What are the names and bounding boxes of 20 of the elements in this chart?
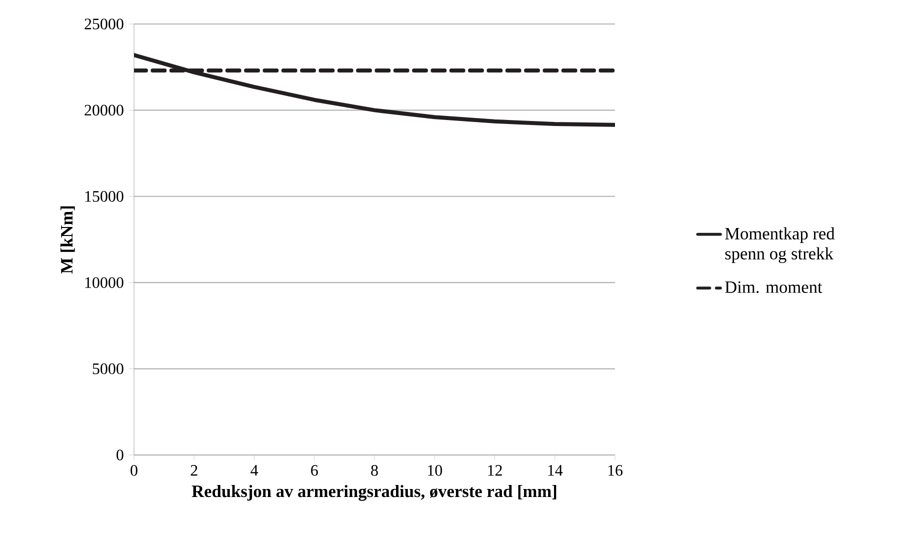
- x-tick-label: 4: [250, 465, 258, 476]
- y-tick-label: 25000: [84, 18, 124, 30]
- x-tick-label: 0: [130, 465, 138, 476]
- x-tick-label: 16: [608, 465, 623, 476]
- legend-label: Dim. moment: [725, 281, 822, 294]
- y-tick-label: 0: [116, 450, 124, 460]
- line-series: [134, 53, 615, 127]
- x-axis-title: Reduksjon av armeringsradius, øverste rad [mm]: [192, 484, 556, 501]
- y-tick-label: 5000: [92, 363, 124, 374]
- y-tick-label: 20000: [84, 104, 124, 116]
- y-tick-label: 15000: [85, 190, 124, 202]
- x-tick-label: 14: [548, 465, 563, 476]
- y-axis-title: M [kNm]: [60, 206, 75, 274]
- x-tick-label: 6: [311, 465, 318, 476]
- x-tick-label: 8: [371, 465, 378, 476]
- y-tick-label: 10000: [85, 277, 124, 288]
- x-tick-label: 12: [488, 465, 502, 476]
- x-tick-label: 2: [190, 465, 198, 476]
- x-tick-label: 10: [428, 465, 442, 476]
- legend-label: Momentkap red spenn og strekk: [725, 227, 835, 264]
